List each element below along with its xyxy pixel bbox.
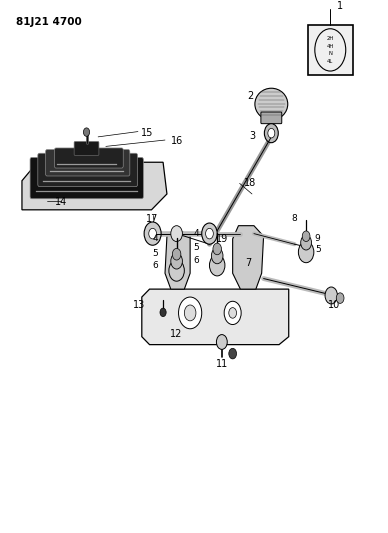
Polygon shape	[233, 225, 263, 289]
Circle shape	[184, 305, 196, 321]
Text: 6: 6	[152, 261, 158, 270]
Text: 6: 6	[193, 255, 199, 264]
Text: 10: 10	[328, 300, 340, 310]
Circle shape	[264, 124, 278, 143]
Circle shape	[149, 228, 156, 239]
Text: 19: 19	[216, 234, 228, 244]
Circle shape	[302, 231, 310, 241]
Polygon shape	[22, 162, 167, 210]
Text: 2: 2	[247, 91, 253, 101]
Circle shape	[217, 335, 227, 350]
Circle shape	[336, 293, 344, 303]
FancyBboxPatch shape	[308, 25, 353, 75]
Text: 13: 13	[133, 300, 145, 310]
Circle shape	[268, 128, 275, 138]
Text: 4: 4	[193, 229, 199, 238]
Circle shape	[213, 243, 222, 255]
Text: 14: 14	[54, 197, 67, 207]
Text: 4H: 4H	[327, 44, 334, 49]
Circle shape	[301, 235, 312, 250]
Polygon shape	[142, 289, 289, 345]
Text: 5: 5	[152, 249, 158, 257]
Text: 17: 17	[146, 214, 159, 224]
Text: 18: 18	[244, 179, 256, 188]
Text: 5: 5	[193, 244, 199, 253]
Circle shape	[144, 222, 161, 245]
FancyBboxPatch shape	[74, 142, 99, 155]
Text: 81J21 4700: 81J21 4700	[16, 17, 82, 27]
Ellipse shape	[255, 88, 288, 120]
Circle shape	[160, 308, 166, 317]
FancyBboxPatch shape	[38, 154, 138, 187]
Circle shape	[325, 287, 338, 304]
Circle shape	[210, 255, 225, 276]
Circle shape	[172, 248, 181, 260]
Text: 12: 12	[170, 329, 183, 339]
Circle shape	[83, 128, 90, 136]
Circle shape	[229, 349, 237, 359]
FancyBboxPatch shape	[45, 150, 130, 176]
Polygon shape	[165, 228, 190, 289]
Circle shape	[169, 260, 184, 281]
Circle shape	[206, 228, 213, 239]
FancyBboxPatch shape	[54, 148, 123, 168]
Text: 11: 11	[216, 359, 228, 369]
Text: 2H: 2H	[327, 36, 334, 41]
Text: 5: 5	[315, 245, 321, 254]
Circle shape	[211, 248, 223, 264]
Text: 4L: 4L	[327, 59, 333, 63]
Text: 3: 3	[249, 131, 255, 141]
Text: 1: 1	[337, 1, 343, 11]
Circle shape	[298, 241, 314, 263]
Circle shape	[178, 297, 202, 329]
Text: N: N	[328, 51, 332, 56]
FancyBboxPatch shape	[261, 112, 282, 124]
Text: 16: 16	[170, 136, 183, 146]
Text: 8: 8	[292, 214, 297, 223]
Text: 4: 4	[152, 235, 158, 244]
Circle shape	[171, 253, 182, 269]
Circle shape	[229, 308, 237, 318]
Circle shape	[171, 225, 182, 241]
Text: 15: 15	[141, 128, 154, 138]
FancyBboxPatch shape	[30, 157, 143, 199]
Circle shape	[202, 223, 217, 244]
Circle shape	[224, 301, 241, 325]
Text: 7: 7	[245, 257, 251, 268]
Text: 9: 9	[314, 235, 320, 244]
